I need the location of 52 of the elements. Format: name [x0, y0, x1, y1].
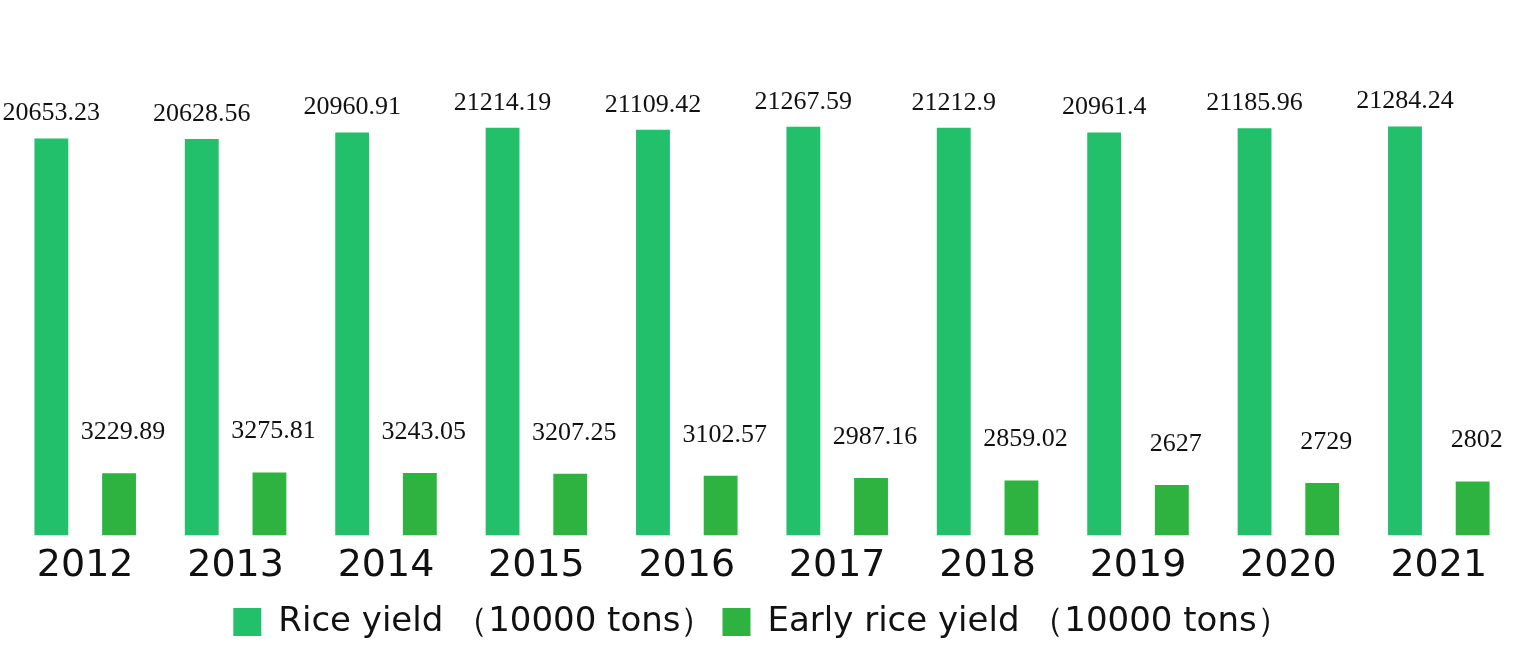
bar [936, 127, 971, 536]
x-tick-label: 2012 [36, 541, 134, 586]
data-label: 21267.59 [754, 85, 853, 115]
x-tick-label: 2018 [939, 541, 1036, 586]
legend-label: Rice yield （10000 tons） [278, 598, 715, 639]
bar [402, 473, 437, 536]
bar [1237, 128, 1272, 536]
bar [1004, 480, 1039, 536]
bar [184, 139, 219, 536]
x-tick-label: 2013 [187, 541, 284, 586]
data-label: 3102.57 [682, 418, 767, 448]
x-tick-label: 2019 [1089, 541, 1187, 586]
x-tick-label: 2021 [1390, 541, 1488, 586]
bar [1087, 132, 1122, 536]
bar [102, 473, 136, 536]
data-label: 2627 [1149, 427, 1202, 457]
data-label: 20628.56 [153, 97, 251, 127]
bar [1388, 126, 1422, 536]
x-tick-label: 2017 [788, 541, 886, 586]
data-label: 3275.81 [231, 415, 316, 445]
bar [854, 478, 888, 536]
x-tick-label: 2015 [488, 541, 585, 586]
data-label: 20960.91 [303, 91, 401, 121]
x-tick-label: 2016 [638, 541, 736, 586]
x-tick-label: 2020 [1240, 541, 1337, 586]
data-label: 2802 [1450, 424, 1503, 454]
bar [786, 126, 821, 536]
data-label: 20961.4 [1061, 91, 1147, 121]
data-label: 3207.25 [531, 416, 617, 446]
legend-label: Early rice yield （10000 tons） [767, 598, 1291, 639]
bar [553, 473, 588, 536]
data-label: 2859.02 [983, 423, 1068, 453]
data-label: 21185.96 [1206, 87, 1303, 117]
data-label: 21214.19 [453, 86, 552, 116]
bar [335, 132, 370, 536]
data-label: 21284.24 [1356, 85, 1454, 115]
data-label: 2987.16 [832, 420, 918, 450]
bar [1455, 481, 1490, 536]
x-tick-label: 2014 [337, 541, 435, 586]
data-label: 21212.9 [911, 86, 997, 116]
bar [636, 129, 670, 536]
data-label: 20653.23 [2, 97, 101, 127]
bar [703, 475, 738, 536]
bar [34, 138, 69, 536]
data-label: 2729 [1300, 425, 1353, 455]
data-label: 3243.05 [381, 415, 467, 445]
data-label: 21109.42 [604, 88, 702, 118]
bar [252, 472, 287, 536]
bar [485, 127, 520, 536]
bar [1154, 484, 1189, 536]
data-label: 3229.89 [80, 416, 166, 446]
bar [1305, 482, 1340, 536]
